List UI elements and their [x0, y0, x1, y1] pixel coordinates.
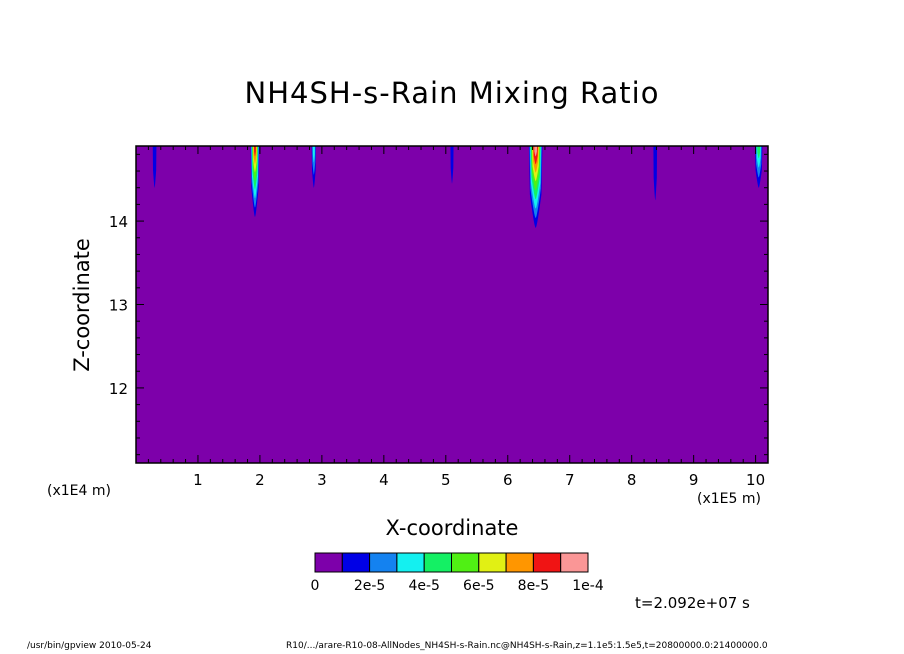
x-tick-label: 1 — [193, 471, 203, 489]
colorbar-swatch — [396, 552, 425, 573]
plume-0-band-1 — [152, 146, 157, 188]
colorbar-swatch — [478, 552, 507, 573]
colorbar-tick-label: 8e-5 — [518, 578, 549, 594]
x-tick-label: 7 — [565, 471, 575, 489]
x-tick-label: 3 — [317, 471, 327, 489]
colorbar-swatch — [341, 552, 371, 573]
colorbar-swatch — [423, 552, 453, 573]
plume-1-band-8 — [253, 146, 256, 157]
footer-left: /usr/bin/gpview 2010-05-24 — [27, 641, 152, 651]
plot-background — [136, 146, 768, 463]
colorbar-swatch — [314, 552, 343, 573]
y-tick-label: 14 — [109, 213, 128, 231]
x-tick-label: 2 — [255, 471, 265, 489]
x-tick-label: 6 — [503, 471, 513, 489]
plume-3-band-1 — [450, 146, 454, 184]
colorbar-swatch — [505, 552, 534, 573]
x-tick-label: 10 — [746, 471, 765, 489]
x-tick-label: 8 — [627, 471, 637, 489]
y-scale-label: (x1E5 m) — [697, 491, 761, 507]
y-tick-label: 13 — [109, 297, 128, 315]
time-label: t=2.092e+07 s — [635, 594, 750, 612]
plume-5-band-1 — [653, 146, 658, 201]
colorbar-tick-label: 2e-5 — [354, 578, 385, 594]
colorbar: 0 2e-5 4e-5 6e-5 8e-5 1e-4 — [311, 552, 604, 594]
y-tick-label: 12 — [109, 380, 128, 398]
x-scale-label: (x1E4 m) — [47, 483, 111, 499]
x-tick-label: 9 — [689, 471, 699, 489]
colorbar-swatch — [451, 552, 480, 573]
footer-right: R10/.../arare-R10-08-AllNodes_NH4SH-s-Ra… — [286, 641, 768, 651]
contour-plumes — [152, 146, 763, 228]
plume-4-band-9 — [534, 146, 538, 157]
colorbar-swatch — [369, 552, 398, 573]
colorbar-tick-label: 4e-5 — [408, 578, 439, 594]
colorbar-tick-label: 0 — [311, 578, 320, 594]
colorbar-tick-label: 6e-5 — [463, 578, 494, 594]
colorbar-swatch — [560, 552, 589, 573]
chart-title: NH4SH-s-Rain Mixing Ratio — [244, 76, 660, 110]
colorbar-swatch — [532, 552, 562, 573]
x-axis-label: X-coordinate — [385, 516, 519, 540]
x-tick-label: 5 — [441, 471, 451, 489]
x-tick-label: 4 — [379, 471, 389, 489]
plume-6-band-4 — [757, 146, 761, 159]
colorbar-tick-label: 1e-4 — [572, 578, 604, 594]
plume-2-band-3 — [312, 146, 315, 163]
